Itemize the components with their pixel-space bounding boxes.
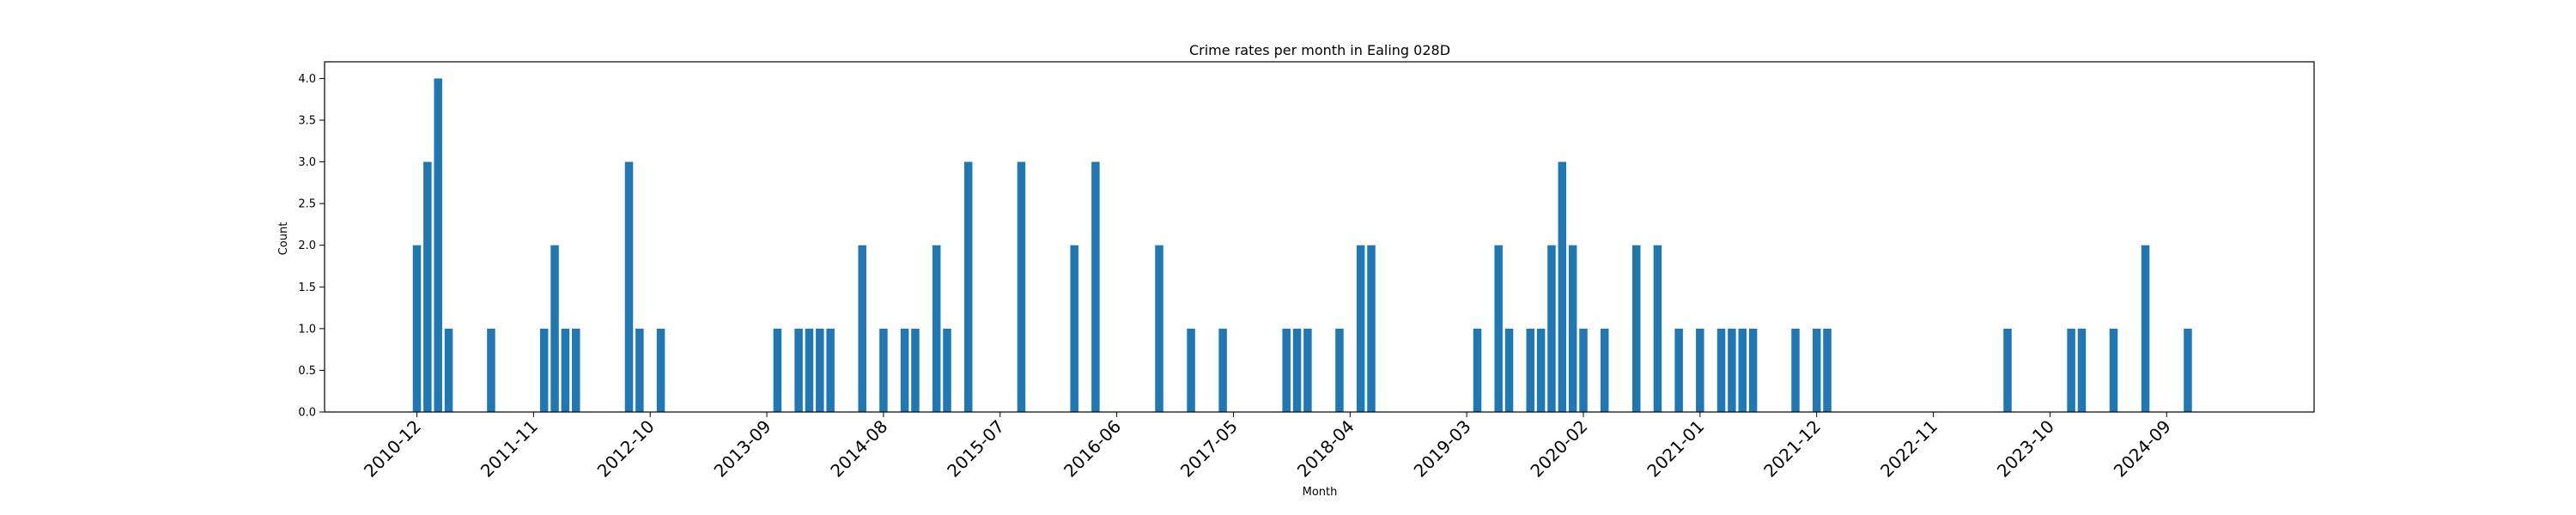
bar-2024-11 [2184, 328, 2192, 412]
bar-2020-09 [1653, 245, 1662, 412]
bar-2014-11 [911, 328, 920, 412]
bar-2014-08 [879, 328, 888, 412]
x-axis: 2010-12 2011-11 2012-10 2013-09 2014-08 2015-… [360, 412, 2175, 482]
bar-2015-09 [1017, 161, 1026, 412]
bar-2020-11 [1674, 328, 1683, 412]
y-tick-label: 0.0 [298, 407, 316, 420]
bar-2018-06 [1367, 245, 1376, 412]
y-axis: 0.0 0.5 1.0 1.5 2.0 2.5 3.0 3.5 4.0 [298, 73, 325, 420]
x-tick-label: 2022-11 [1876, 416, 1941, 482]
bar-2014-10 [900, 328, 909, 412]
bar-2016-04 [1091, 161, 1100, 412]
bar-2012-01 [550, 245, 559, 412]
bar-2012-02 [561, 328, 570, 412]
y-tick-label: 1.5 [298, 282, 316, 294]
x-axis-label: Month [1303, 486, 1338, 499]
bar-2014-03 [826, 328, 835, 412]
bar-2018-03 [1335, 328, 1344, 412]
x-tick-label: 2013-09 [710, 416, 775, 482]
y-tick-label: 2.5 [298, 198, 316, 211]
bar-2010-12 [412, 245, 422, 412]
x-tick-label: 2017-05 [1176, 416, 1242, 482]
bar-2021-04 [1728, 328, 1736, 412]
bar-2017-10 [1282, 328, 1291, 412]
x-tick-label: 2018-04 [1293, 416, 1358, 482]
bar-2015-04 [963, 161, 973, 412]
bar-2018-05 [1356, 245, 1365, 412]
bar-2012-08 [624, 161, 634, 412]
bar-2024-01 [2077, 328, 2087, 412]
bar-2020-04 [1600, 328, 1609, 412]
bar-2020-02 [1579, 328, 1588, 412]
bar-2012-03 [572, 328, 580, 412]
bar-2014-01 [805, 328, 814, 412]
bar-2011-02 [434, 78, 442, 413]
x-tick-label: 2016-06 [1060, 416, 1125, 482]
plot-frame [324, 61, 2315, 413]
bars-layer [412, 78, 2192, 413]
bar-2021-05 [1738, 328, 1747, 412]
bar-2012-09 [635, 328, 644, 412]
x-tick-label: 2012-10 [593, 416, 659, 482]
bar-2020-01 [1568, 245, 1577, 412]
x-tick-label: 2021-12 [1759, 416, 1825, 482]
bar-2019-12 [1558, 161, 1567, 412]
bar-2019-06 [1494, 245, 1503, 412]
bar-2022-01 [1823, 328, 1832, 412]
bar-2021-03 [1716, 328, 1726, 412]
bar-2021-10 [1791, 328, 1800, 412]
bar-2019-07 [1504, 328, 1514, 412]
y-tick-label: 2.0 [298, 239, 316, 252]
x-tick-label: 2014-08 [826, 416, 891, 482]
bar-2017-04 [1218, 328, 1227, 412]
bar-2019-11 [1547, 245, 1556, 412]
x-tick-label: 2020-02 [1526, 416, 1591, 482]
bar-2011-12 [539, 328, 549, 412]
bar-2019-04 [1473, 328, 1482, 412]
x-tick-label: 2015-07 [943, 416, 1008, 482]
bar-2023-06 [2003, 328, 2012, 412]
x-tick-label: 2011-11 [477, 416, 542, 482]
y-tick-label: 3.5 [298, 115, 316, 128]
bar-2024-07 [2141, 245, 2150, 412]
x-tick-label: 2024-09 [2110, 416, 2175, 482]
bar-2023-12 [2067, 328, 2075, 412]
bar-2014-06 [858, 245, 866, 412]
bar-2017-12 [1303, 328, 1312, 412]
bar-2011-07 [487, 328, 495, 412]
bar-2021-01 [1696, 328, 1704, 412]
bar-2024-04 [2109, 328, 2118, 412]
bar-2014-02 [816, 328, 824, 412]
y-tick-label: 1.0 [298, 323, 316, 336]
y-tick-label: 0.5 [298, 365, 316, 378]
bar-2016-02 [1070, 245, 1078, 412]
bar-2015-02 [943, 328, 951, 412]
bar-2017-11 [1292, 328, 1302, 412]
bar-2019-10 [1536, 328, 1546, 412]
bar-2013-10 [773, 328, 782, 412]
y-tick-label: 3.0 [298, 156, 316, 169]
bar-2015-01 [932, 245, 941, 412]
bar-2020-07 [1632, 245, 1641, 412]
bar-2021-06 [1748, 328, 1758, 412]
x-tick-label: 2010-12 [360, 416, 425, 482]
bar-2017-01 [1187, 328, 1195, 412]
bar-2013-12 [794, 328, 803, 412]
x-tick-label: 2023-10 [1993, 416, 2058, 482]
bar-2016-10 [1155, 245, 1163, 412]
y-tick-label: 4.0 [298, 73, 316, 86]
bar-2012-11 [656, 328, 665, 412]
x-tick-label: 2021-01 [1643, 416, 1708, 482]
y-axis-label: Count [277, 222, 290, 256]
chart-title: Crime rates per month in Ealing 028D [1189, 42, 1450, 58]
x-tick-label: 2019-03 [1410, 416, 1475, 482]
bar-2021-12 [1812, 328, 1821, 412]
bar-2019-09 [1526, 328, 1534, 412]
bar-2011-03 [444, 328, 453, 412]
bar-2011-01 [423, 161, 432, 412]
